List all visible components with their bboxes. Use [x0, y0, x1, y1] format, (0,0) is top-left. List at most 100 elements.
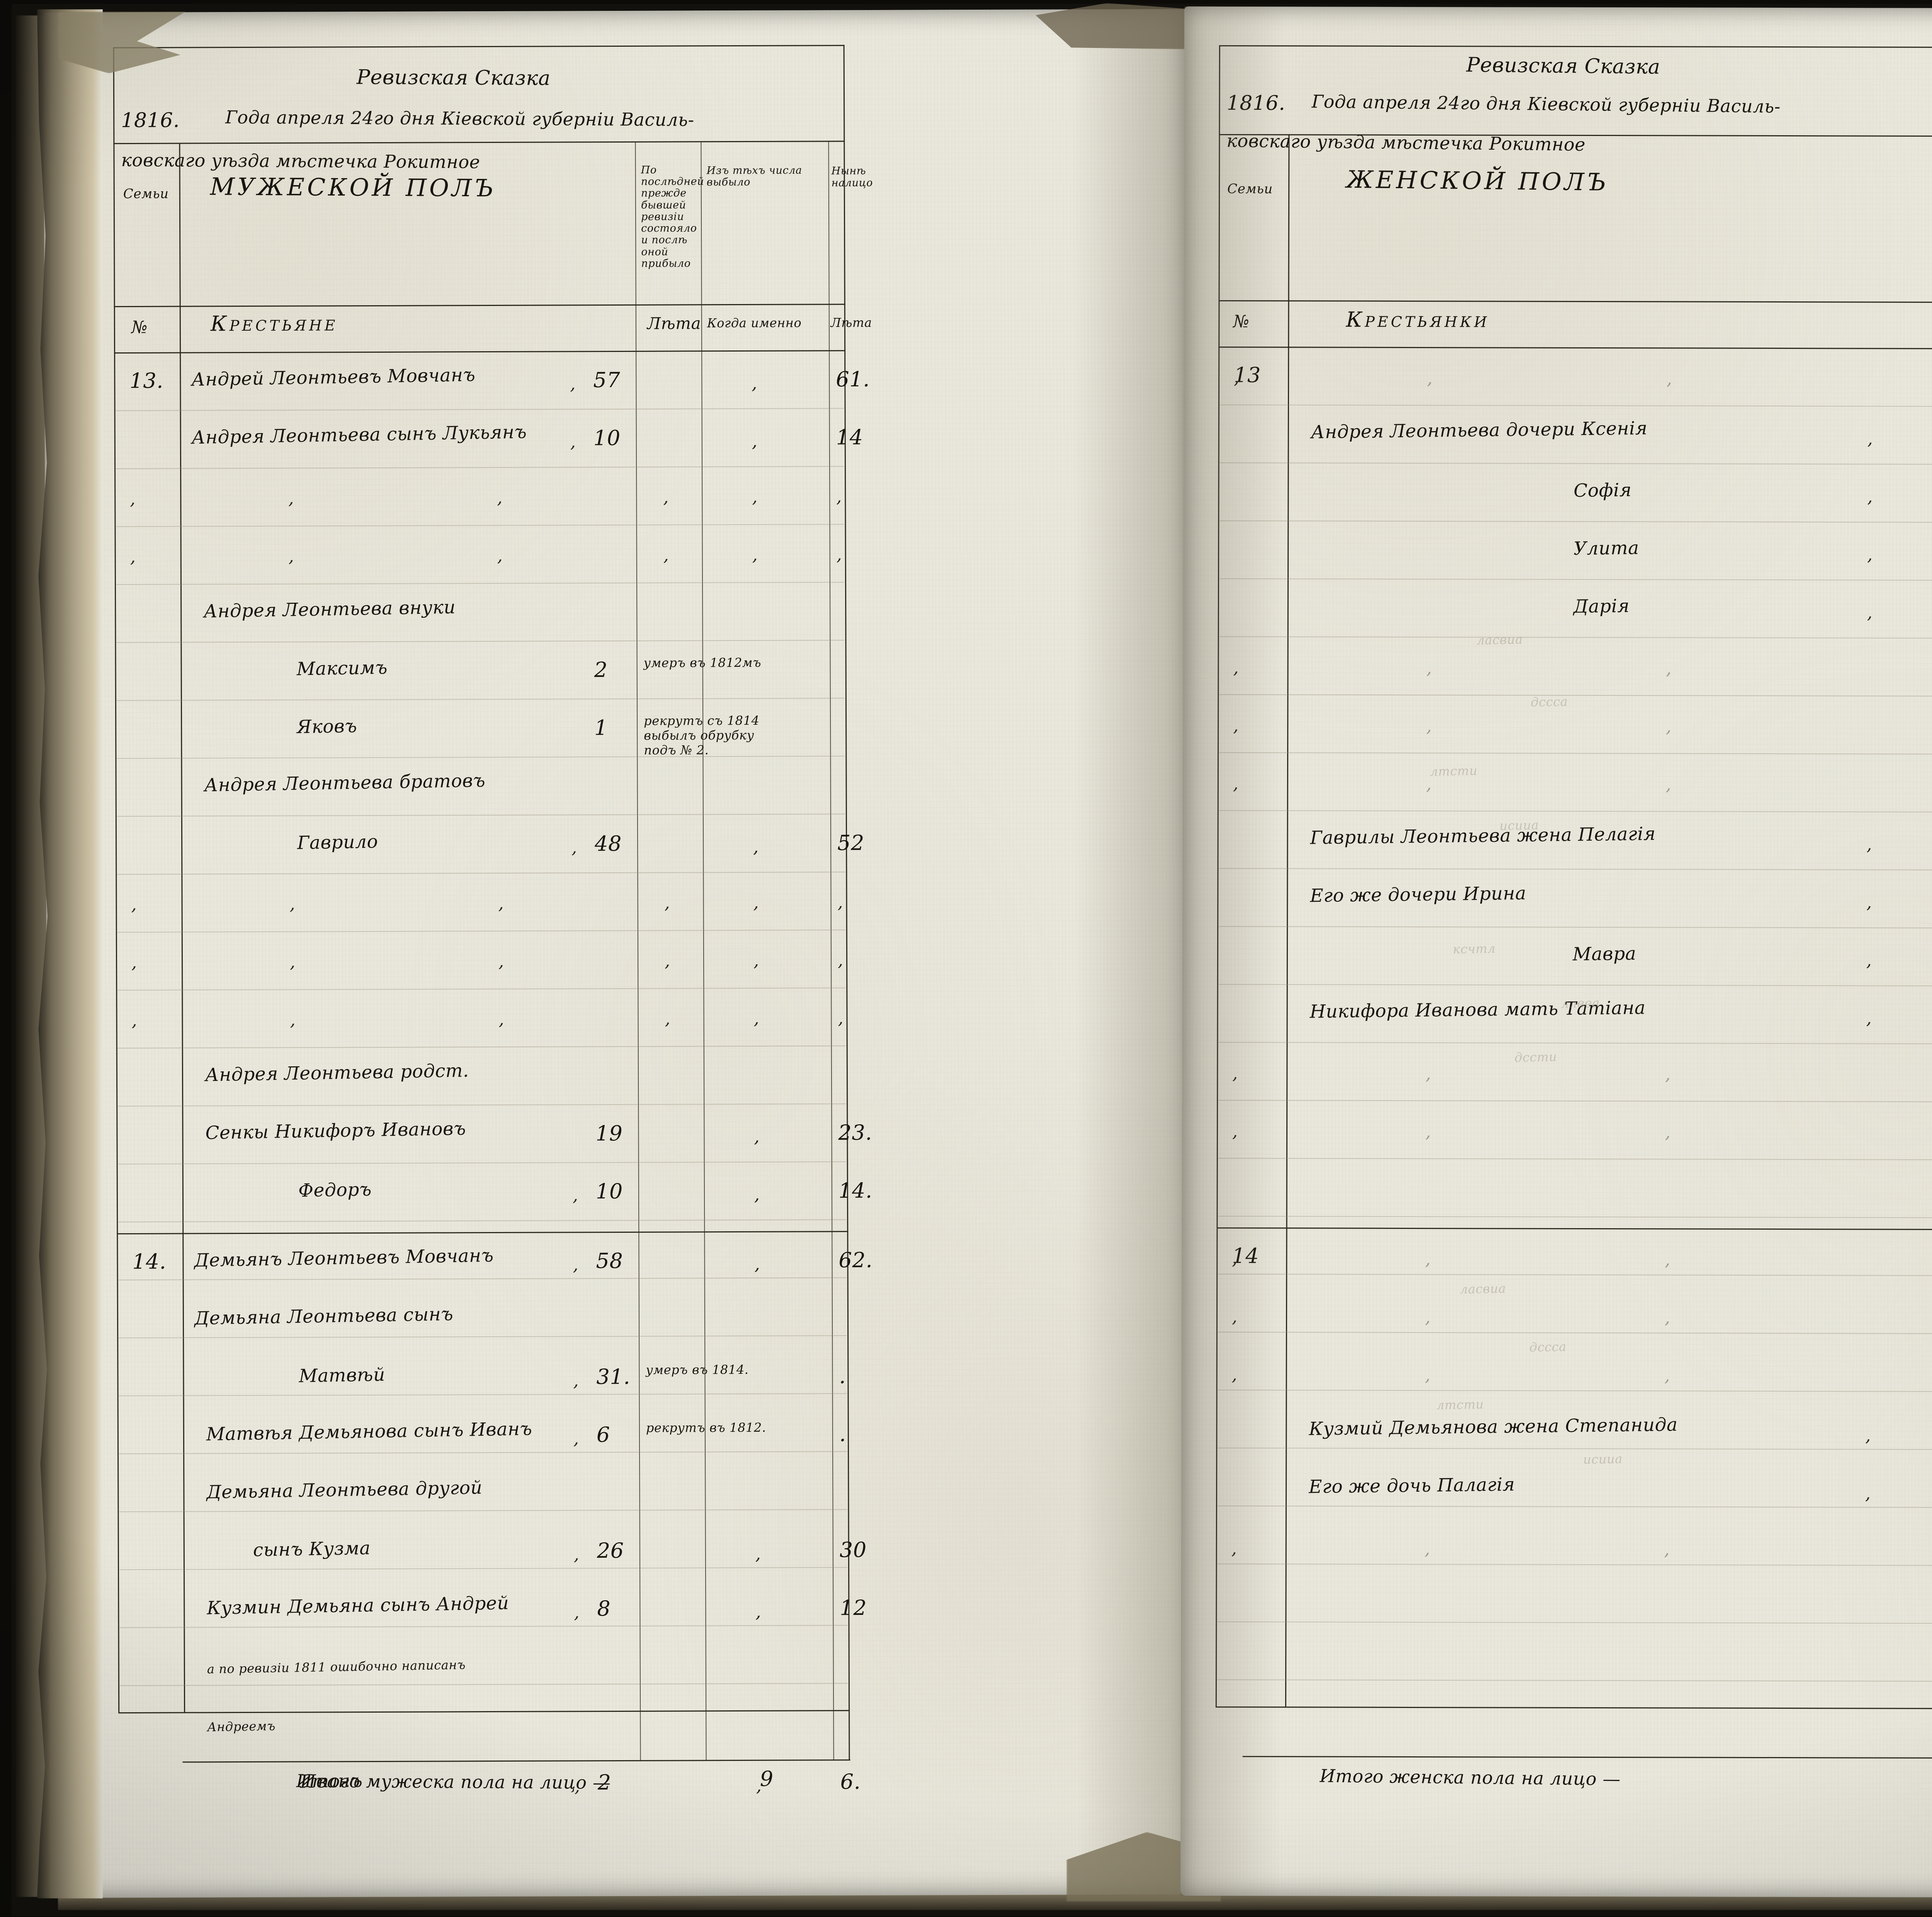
- age-previous: 26: [597, 1538, 624, 1563]
- ditto-mark: ,: [1425, 1249, 1431, 1270]
- age-previous: 10: [593, 425, 621, 450]
- table-row: ,,,,,: [1181, 1524, 1932, 1584]
- table-row: Софія,,12: [1183, 469, 1932, 529]
- table-row: Матвѣй, 31. умеръ въ 1814..: [48, 1354, 847, 1414]
- person-name: Андрея Леонтьева родст.: [205, 1060, 469, 1086]
- person-name: Мавра: [1572, 943, 1636, 965]
- ditto-mark: ,: [498, 1009, 505, 1029]
- table-row: ,,,,,,: [45, 473, 845, 534]
- ditto-mark: ,: [1665, 775, 1672, 795]
- bleed-through-mark: дссса: [1529, 1339, 1567, 1355]
- table-row: Кузмий Демьянова жена Степанида,,29.: [1181, 1408, 1932, 1468]
- ditto-mark: ,: [1867, 545, 1873, 565]
- ditto-mark: ,: [753, 892, 759, 913]
- table-row: Демьянъ Леонтьевъ Мовчанъ, 58,, 62.: [47, 1238, 872, 1298]
- table-row: Никифора Иванова мать Татіана,,40: [1182, 991, 1932, 1051]
- departure-note: рекрутъ съ 1814 выбылъ обрубку подъ № 2.: [644, 713, 760, 758]
- ditto-mark: ,: [1866, 1008, 1872, 1028]
- age-current: 30: [839, 1537, 867, 1562]
- table-row: Кузмин Демьяна сынъ Андрей, 8,, 12: [48, 1586, 867, 1646]
- ditto-mark: ,: [838, 1008, 844, 1028]
- ditto-mark: ,: [1665, 1250, 1670, 1270]
- ditto-mark: ,: [1865, 1426, 1871, 1446]
- person-name: Софія: [1573, 479, 1632, 501]
- age-previous: 31.: [596, 1364, 631, 1389]
- ditto-mark: ,: [1666, 659, 1672, 679]
- left-footer-total-label: Итого мужеска пола на лицо —: [296, 1770, 611, 1793]
- row-rule: [1218, 300, 1932, 303]
- age-current: .: [839, 1422, 846, 1446]
- bleed-through-mark: дссти: [1514, 1049, 1557, 1065]
- table-row: Матвѣя Демьянова сынъ Иванъ, 6 рекрутъ въ …: [48, 1412, 848, 1472]
- age-previous: 8: [597, 1596, 611, 1621]
- departure-note: умеръ въ 1812мъ: [643, 655, 762, 670]
- person-name: Яковъ: [296, 715, 357, 738]
- row-rule: [117, 1231, 849, 1235]
- ditto-mark: ,: [288, 488, 294, 508]
- header-now-col-top: Нынѣ налицо: [831, 165, 873, 189]
- table-row: ,,,,,: [1182, 1049, 1932, 1109]
- bleed-through-mark: исииа: [1499, 817, 1539, 833]
- bleed-through-mark: лтсти: [1436, 1397, 1484, 1413]
- row-rule: [113, 141, 845, 144]
- header-family-bottom: №: [131, 317, 148, 337]
- row-rule: [1218, 1215, 1932, 1219]
- ditto-mark: ,: [837, 892, 844, 913]
- ditto-mark: ,: [755, 1544, 761, 1564]
- bleed-through-mark: исииа: [1583, 1451, 1623, 1467]
- left-page-intro-year: 1816.: [121, 109, 180, 133]
- table-row: ,,,,,,: [46, 994, 846, 1055]
- age-current: 61.: [836, 367, 870, 392]
- table-row: Андрея Леонтьева братовъ: [46, 763, 845, 823]
- right-page-title: Ревизская Сказка: [1466, 53, 1660, 79]
- header-family-top: Семьи: [123, 186, 169, 202]
- table-row: ,,,,,,: [46, 879, 846, 939]
- bleed-through-mark: ласвиа: [1459, 1281, 1506, 1297]
- table-row: Федоръ, 10,, 14.: [47, 1168, 872, 1229]
- table-row: а по ревизіи 1811 ошибочно написанъ: [49, 1643, 849, 1704]
- table-row: ,,,,,,: [45, 531, 845, 591]
- departure-note: рекрутъ въ 1812.: [646, 1420, 766, 1435]
- age-previous: 6: [596, 1422, 610, 1447]
- person-name: Андрея Леонтьева братовъ: [204, 770, 486, 796]
- person-name: Андрея Леонтьева дочери Ксенія: [1311, 418, 1648, 443]
- person-name: Андрея Леонтьева внуки: [203, 597, 456, 622]
- ditto-mark: ,: [573, 1429, 579, 1449]
- ditto-mark: ,: [1233, 658, 1239, 678]
- table-row: Максимъ 2 умеръ въ 1812мъ: [46, 647, 845, 707]
- ditto-mark: ,: [1231, 1365, 1238, 1385]
- ditto-mark: ,: [1425, 1365, 1431, 1385]
- bleed-through-mark: ллвеа: [1561, 995, 1600, 1011]
- right-page-intro-year: 1816.: [1226, 91, 1286, 115]
- ditto-mark: ,: [1664, 1308, 1670, 1328]
- age-current: 14.: [838, 1178, 872, 1203]
- ditto-mark: ,: [1865, 1484, 1871, 1504]
- ditto-mark: ,: [754, 1185, 760, 1205]
- person-name: Федоръ: [298, 1179, 372, 1202]
- ditto-mark: ,: [1866, 950, 1872, 970]
- right-header-family-bottom: №: [1233, 312, 1250, 332]
- row-rule: [1217, 1679, 1932, 1682]
- age-previous: 1: [594, 715, 608, 740]
- person-name: Максимъ: [296, 657, 388, 680]
- age-previous: 57: [593, 367, 621, 393]
- left-page-intro-line-2: ковскаго уѣзда мѣстечка Рокитное: [121, 150, 480, 173]
- ditto-mark: ,: [570, 374, 576, 394]
- ditto-mark: ,: [664, 893, 670, 913]
- header-prev-col-bottom: Лѣта: [647, 314, 701, 333]
- ditto-mark: ,: [752, 545, 758, 565]
- ditto-mark: ,: [498, 951, 504, 971]
- age-previous: 19: [595, 1121, 623, 1146]
- bleed-through-mark: ксчтл: [1452, 941, 1496, 957]
- ditto-mark: ,: [663, 545, 669, 565]
- left-page: Ревизская Сказка 1816. Года апреля 24го дн…: [43, 9, 1193, 1898]
- right-page-intro-line-1: Года апреля 24го дня Кіевской губерніи В…: [1311, 91, 1781, 117]
- ditto-mark: ,: [573, 1371, 579, 1391]
- person-name: Его же дочери Ирина: [1310, 882, 1527, 907]
- bleed-through-mark: ласвиа: [1476, 632, 1523, 648]
- right-page: Ревизская Сказка 1816. Года апреля 24го дн…: [1180, 6, 1932, 1898]
- ditto-mark: ,: [131, 894, 137, 914]
- table-row: сынъ Кузма, 26,, 30: [48, 1528, 866, 1588]
- person-name: сынъ Кузма: [253, 1537, 371, 1561]
- table-row: Улита,,10: [1183, 527, 1932, 587]
